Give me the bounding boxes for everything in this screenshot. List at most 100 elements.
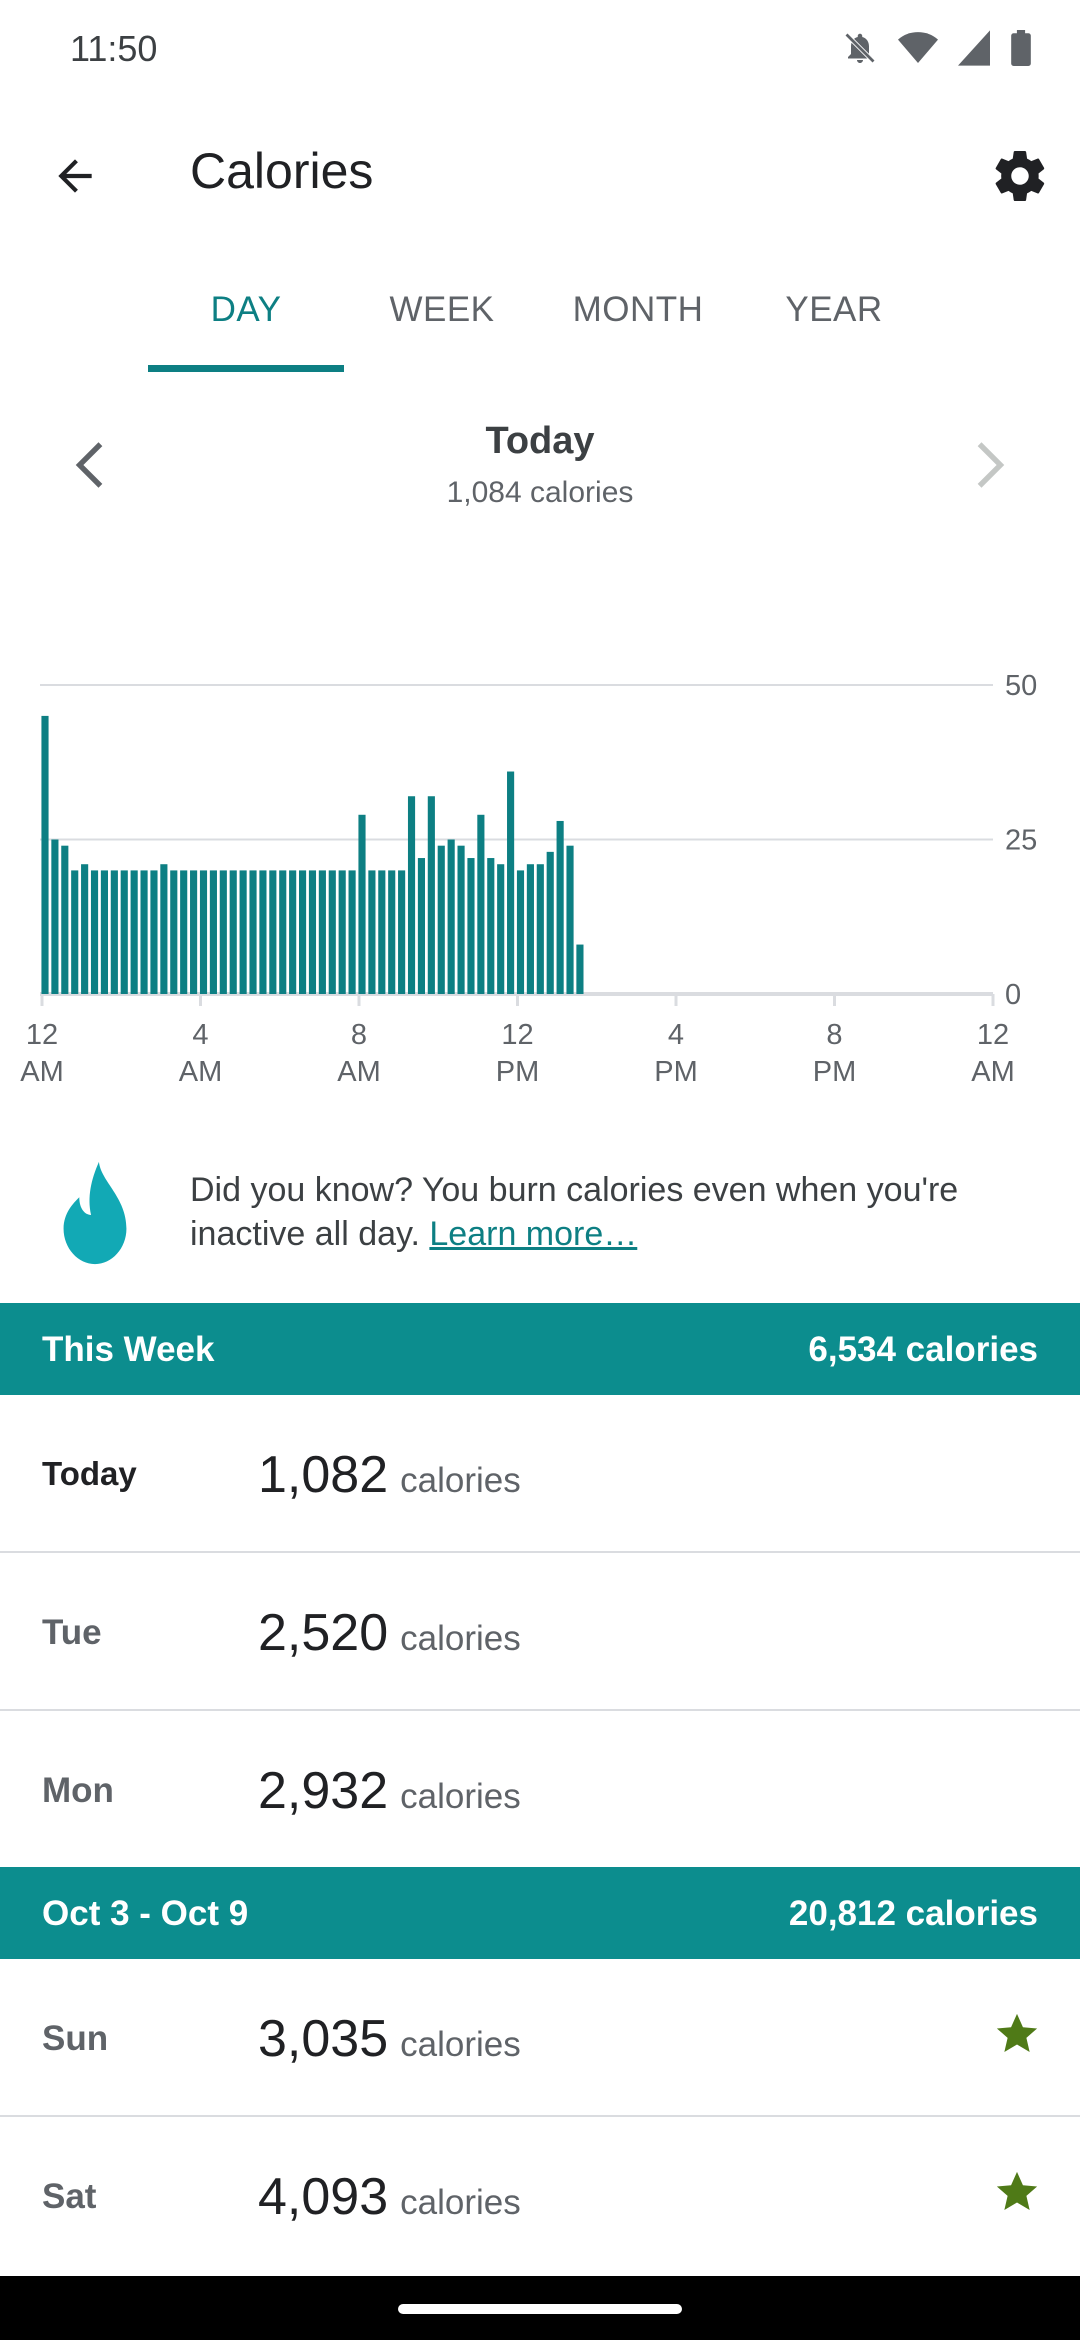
chart-bar [348,870,356,994]
section-total: 20,812 calories [788,1894,1038,1933]
day-label: Today [42,1455,137,1492]
tab-week[interactable]: WEEK [389,290,495,329]
calorie-value: 2,932 calories [258,1761,521,1821]
chart-bar [249,870,257,994]
day-label: Mon [42,1771,114,1810]
x-tick-label: 8 [826,1019,842,1051]
chart-bar [199,870,208,994]
app-bar: Calories [0,100,1080,250]
calorie-unit: calories [400,2183,521,2222]
calories-chart: 50 25 0 12 AM 4 AM 8 AM 12 PM 4 PM 8 PM 12 AM [0,660,1080,1100]
flame-icon [63,1161,127,1265]
chart-bar [279,870,287,994]
tab-year[interactable]: YEAR [785,290,883,329]
chart-bar [71,870,79,994]
chart-bar [536,864,544,994]
chart-bar [100,870,109,994]
chart-bar [229,870,237,994]
chart-bar [507,771,515,994]
chart-bar [368,870,376,994]
chart-bar [298,870,307,994]
info-tip: Did you know? You burn calories even whe… [0,1150,1080,1290]
star-icon [996,2171,1038,2211]
chart-bar [259,870,267,994]
chart-bar [160,864,168,994]
tab-day[interactable]: DAY [148,270,344,372]
gear-icon [995,151,1045,202]
arrow-back-icon [58,159,92,193]
y-tick-label: 50 [1005,670,1037,702]
chart-bar [90,870,99,994]
chart-bar [516,870,525,994]
tip-text: Did you know? You burn calories even whe… [190,1168,1050,1256]
chart-bar [41,715,49,994]
tip-message: Did you know? You burn calories even whe… [190,1171,959,1253]
y-tick-label: 0 [1005,979,1021,1011]
date-title: Today [485,420,595,462]
x-tick-label: 12 [501,1019,533,1051]
day-row-mon[interactable]: Mon 2,932 calories [0,1711,1080,1867]
calorie-unit: calories [400,1461,521,1500]
chart-bar [150,870,158,994]
chart-bar [358,814,366,994]
chart-bar [120,870,128,994]
x-tick-label: AM [337,1056,381,1088]
chart-bar [457,845,465,994]
date-total: 1,084 calories [446,476,634,509]
chart-bar [497,864,505,994]
x-tick-label: AM [20,1056,64,1088]
day-row-today[interactable]: Today 1,082 calories [0,1395,1080,1553]
calorie-unit: calories [400,1777,521,1816]
x-tick-label: 12 [977,1019,1009,1051]
x-tick-label: 12 [26,1019,58,1051]
section-header-previous-week: Oct 3 - Oct 9 20,812 calories [0,1867,1080,1959]
learn-more-link[interactable]: Learn more… [429,1215,638,1253]
chart-bar [190,870,198,994]
calorie-number: 1,082 [258,1446,389,1504]
x-tick-label: 4 [192,1019,208,1051]
chart-bar [447,839,455,994]
day-label: Sun [42,2019,109,2058]
section-title: Oct 3 - Oct 9 [42,1894,249,1933]
home-handle[interactable] [398,2304,682,2314]
status-bar: 11:50 [0,0,1080,100]
settings-button[interactable] [980,136,1060,216]
chart-bar [219,870,227,994]
chart-bar [328,870,336,994]
tab-month[interactable]: MONTH [572,290,704,329]
day-row-tue[interactable]: Tue 2,520 calories [0,1553,1080,1711]
calorie-number: 3,035 [258,2010,389,2068]
x-tick-label: PM [654,1056,698,1088]
back-button[interactable] [30,140,120,212]
chart-bar [239,870,247,994]
chart-bar [417,858,426,994]
battery-icon [1010,30,1032,66]
chart-bar [487,858,495,994]
chart-bar [407,796,416,994]
calorie-value: 4,093 calories [258,2167,521,2227]
chart-bar [477,814,485,994]
chart-bar [289,870,297,994]
chart-bar [269,870,277,994]
x-tick-label: AM [179,1056,223,1088]
chart-bar [526,864,534,994]
chart-bar [140,870,148,994]
chart-bar [180,870,188,994]
chart-bar [51,839,59,994]
notifications-off-icon [842,30,878,66]
calorie-number: 2,932 [258,1762,389,1820]
chart-bar [209,870,217,994]
chart-bar [576,944,584,994]
x-tick-label: PM [496,1056,540,1088]
calorie-value: 2,520 calories [258,1603,521,1663]
chart-bar [170,870,178,994]
x-tick-label: PM [813,1056,857,1088]
day-row-sat[interactable]: Sat 4,093 calories [0,2117,1080,2273]
next-day-button[interactable] [960,430,1020,500]
previous-day-button[interactable] [60,430,120,500]
day-row-sun[interactable]: Sun 3,035 calories [0,1959,1080,2117]
date-navigator: Today 1,084 calories [0,400,1080,540]
chart-bar [467,858,475,994]
chart-bar [378,870,386,994]
chart-bar [546,851,554,994]
